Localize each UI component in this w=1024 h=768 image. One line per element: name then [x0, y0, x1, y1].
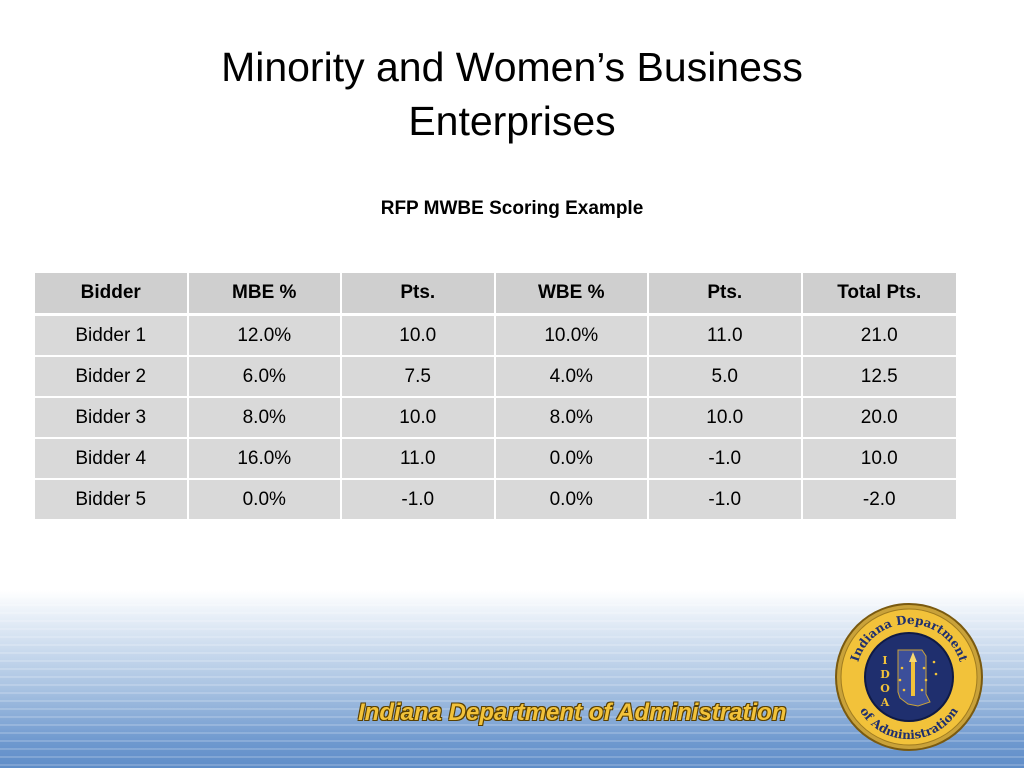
cell-total-points: 12.5: [802, 357, 956, 398]
header-mbe-points: Pts.: [342, 273, 496, 316]
cell-wbe-points: 10.0: [649, 398, 803, 439]
cell-total-points: 20.0: [802, 398, 956, 439]
cell-bidder: Bidder 3: [35, 398, 189, 439]
cell-wbe-percent: 8.0%: [495, 398, 649, 439]
header-wbe-percent: WBE %: [495, 273, 649, 316]
cell-wbe-points: -1.0: [649, 480, 803, 519]
cell-wbe-points: 11.0: [649, 316, 803, 357]
cell-bidder: Bidder 1: [35, 316, 189, 357]
table-row: Bidder 5 0.0% -1.0 0.0% -1.0 -2.0: [35, 480, 956, 519]
cell-bidder: Bidder 5: [35, 480, 189, 519]
torch-icon: [911, 662, 915, 696]
cell-wbe-points: -1.0: [649, 439, 803, 480]
cell-total-points: 10.0: [802, 439, 956, 480]
cell-mbe-percent: 8.0%: [188, 398, 342, 439]
table-caption: RFP MWBE Scoring Example: [380, 198, 644, 219]
cell-mbe-points: 10.0: [342, 316, 496, 357]
cell-mbe-percent: 0.0%: [188, 480, 342, 519]
footer-org-name: Indiana Department of Administration: [358, 699, 787, 726]
idoa-seal-logo: Indiana Department of Administration I D…: [835, 603, 983, 751]
table-row: Bidder 4 16.0% 11.0 0.0% -1.0 10.0: [35, 439, 956, 480]
cell-mbe-percent: 6.0%: [188, 357, 342, 398]
cell-wbe-percent: 10.0%: [495, 316, 649, 357]
header-mbe-percent: MBE %: [188, 273, 342, 316]
cell-mbe-percent: 16.0%: [188, 439, 342, 480]
cell-wbe-percent: 4.0%: [495, 357, 649, 398]
cell-mbe-points: 10.0: [342, 398, 496, 439]
cell-total-points: 21.0: [802, 316, 956, 357]
slide-title: Minority and Women’s Business Enterprise…: [221, 44, 803, 144]
header-total-points: Total Pts.: [802, 273, 956, 316]
cell-wbe-percent: 0.0%: [495, 439, 649, 480]
header-wbe-points: Pts.: [649, 273, 803, 316]
cell-bidder: Bidder 2: [35, 357, 189, 398]
header-bidder: Bidder: [35, 273, 189, 316]
scoring-table-container: Bidder MBE % Pts. WBE % Pts. Total Pts. …: [35, 273, 956, 519]
table-row: Bidder 2 6.0% 7.5 4.0% 5.0 12.5: [35, 357, 956, 398]
cell-total-points: -2.0: [802, 480, 956, 519]
seal-initial: D: [880, 668, 890, 681]
cell-mbe-points: 7.5: [342, 357, 496, 398]
cell-wbe-points: 5.0: [649, 357, 803, 398]
cell-bidder: Bidder 4: [35, 439, 189, 480]
table-row: Bidder 3 8.0% 10.0 8.0% 10.0 20.0: [35, 398, 956, 439]
table-row: Bidder 1 12.0% 10.0 10.0% 11.0 21.0: [35, 316, 956, 357]
seal-initial: I: [882, 654, 887, 667]
cell-mbe-points: -1.0: [342, 480, 496, 519]
seal-initial: A: [880, 696, 890, 709]
seal-initial: O: [880, 682, 890, 695]
cell-wbe-percent: 0.0%: [495, 480, 649, 519]
cell-mbe-percent: 12.0%: [188, 316, 342, 357]
mwbe-scoring-table: Bidder MBE % Pts. WBE % Pts. Total Pts. …: [35, 273, 956, 519]
cell-mbe-points: 11.0: [342, 439, 496, 480]
table-header-row: Bidder MBE % Pts. WBE % Pts. Total Pts.: [35, 273, 956, 316]
